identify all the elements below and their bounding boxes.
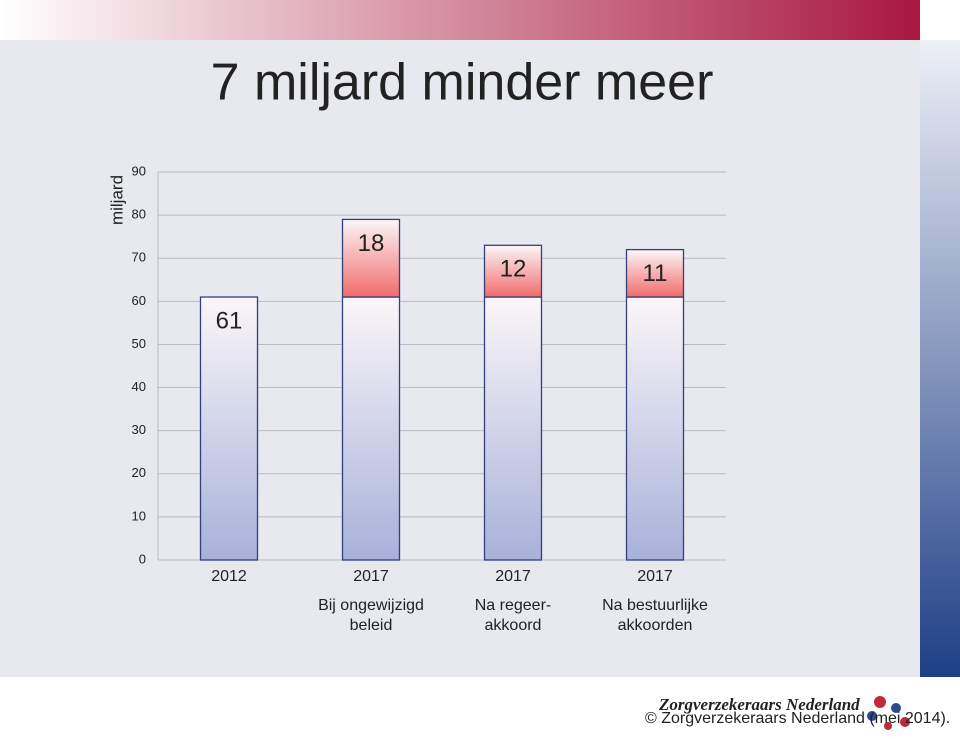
slide-background bbox=[0, 40, 920, 677]
category-note: akkoorden bbox=[618, 617, 693, 634]
y-tick-label: 80 bbox=[132, 207, 146, 222]
x-tick-label: 2017 bbox=[353, 568, 389, 585]
category-note: beleid bbox=[350, 617, 393, 634]
x-tick-label: 2012 bbox=[211, 568, 247, 585]
bar-segment bbox=[483, 244, 543, 298]
bar-segment bbox=[625, 296, 685, 561]
side-strip bbox=[920, 40, 960, 677]
category-note: Bij ongewijzigd bbox=[318, 597, 424, 614]
category-note: Na regeer- bbox=[475, 597, 551, 614]
data-label: 61 bbox=[216, 307, 243, 334]
data-label: 11 bbox=[643, 260, 668, 287]
x-tick-label: 2017 bbox=[495, 568, 531, 585]
y-tick-label: 50 bbox=[132, 336, 146, 351]
logo-mark bbox=[867, 696, 910, 730]
y-tick-label: 70 bbox=[132, 250, 146, 265]
logo-text: Zorgverzekeraars Nederland bbox=[658, 695, 860, 714]
chart-title: 7 miljard minder meer bbox=[211, 54, 714, 112]
y-axis-label: miljard bbox=[107, 175, 126, 225]
x-tick-label: 2017 bbox=[637, 568, 673, 585]
bar-segment bbox=[341, 218, 401, 298]
data-label: 12 bbox=[500, 256, 527, 283]
top-banner bbox=[0, 0, 920, 40]
category-note: Na bestuurlijke bbox=[602, 597, 708, 614]
y-tick-label: 30 bbox=[132, 422, 146, 437]
y-tick-label: 0 bbox=[139, 551, 146, 566]
y-tick-label: 10 bbox=[132, 508, 146, 523]
category-note: akkoord bbox=[485, 617, 542, 634]
y-tick-label: 40 bbox=[132, 379, 146, 394]
y-tick-label: 90 bbox=[132, 163, 146, 178]
bar-segment bbox=[341, 296, 401, 561]
y-tick-label: 60 bbox=[132, 293, 146, 308]
y-tick-label: 20 bbox=[132, 465, 146, 480]
bar-segment bbox=[483, 296, 543, 561]
copyright: © Zorgverzekeraars Nederland (mei 2014). bbox=[645, 710, 950, 727]
data-label: 18 bbox=[358, 230, 385, 257]
bar-segment bbox=[199, 296, 259, 561]
bar-segment bbox=[625, 248, 685, 298]
